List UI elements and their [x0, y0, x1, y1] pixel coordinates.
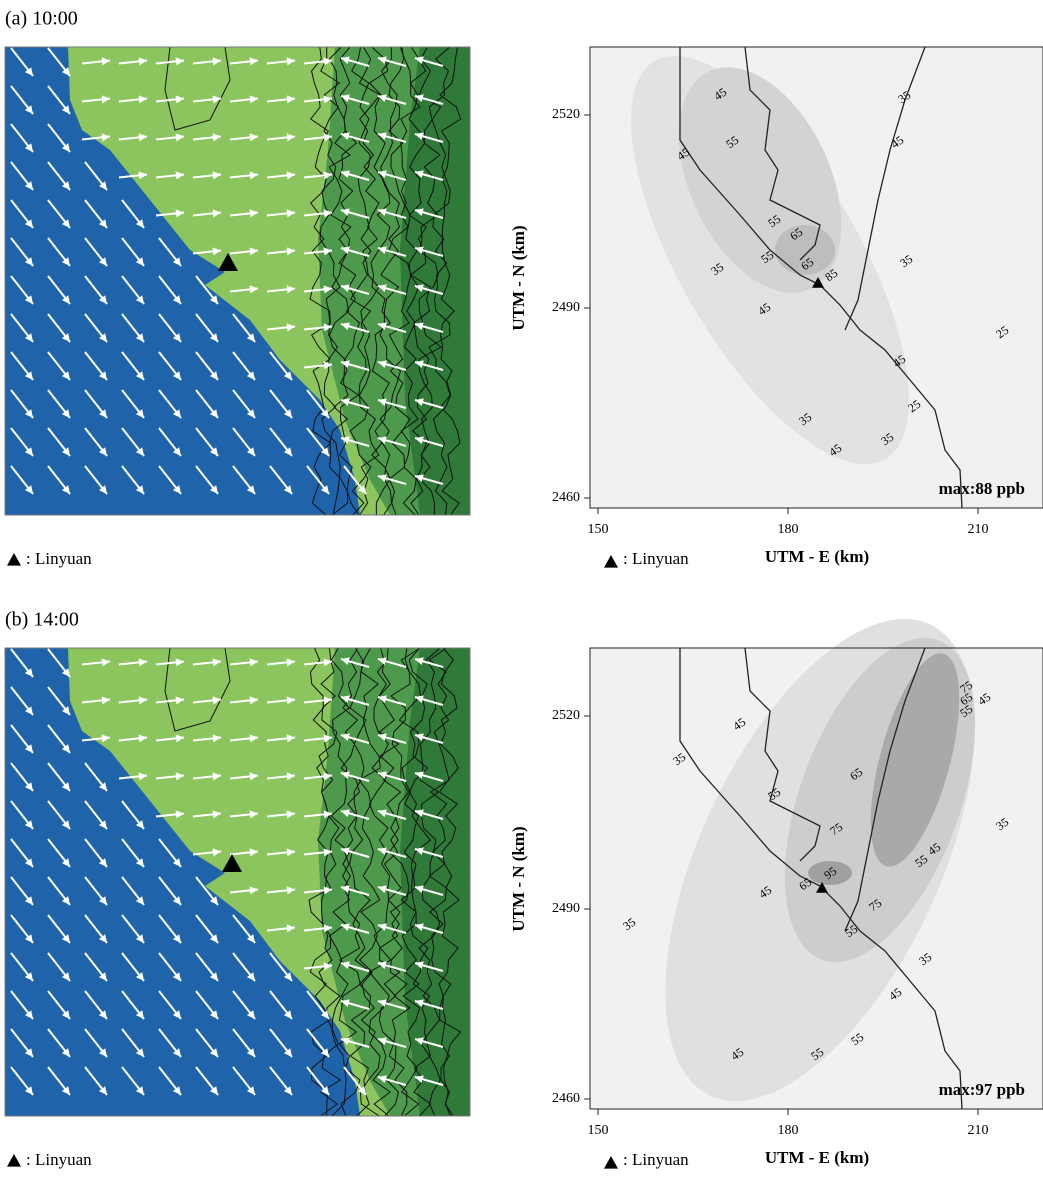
- x-tick-label: 210: [968, 1123, 989, 1138]
- x-tick-label: 150: [588, 1123, 609, 1138]
- y-tick-label: 2520: [552, 708, 580, 723]
- y-tick-label: 2460: [552, 490, 580, 505]
- y-tick-label: 2460: [552, 1091, 580, 1106]
- legend-marker: [7, 553, 21, 566]
- x-tick-label: 150: [588, 522, 609, 537]
- legend-marker: [7, 1154, 21, 1167]
- max-label: max:97 ppb: [939, 1080, 1025, 1099]
- legend-marker: [604, 555, 618, 568]
- panel-title: (b) 14:00: [5, 609, 79, 631]
- x-tick-label: 180: [778, 522, 799, 537]
- x-tick-label: 210: [968, 522, 989, 537]
- x-axis-label: UTM - E (km): [765, 547, 869, 566]
- y-tick-label: 2490: [552, 901, 580, 916]
- y-axis-label: UTM - N (km): [509, 225, 528, 330]
- legend-marker: [604, 1156, 618, 1169]
- page: (a) 10:00: Linyuan4535554545556535556585…: [0, 0, 1043, 1185]
- x-axis-label: UTM - E (km): [765, 1148, 869, 1167]
- max-label: max:88 ppb: [939, 479, 1025, 498]
- x-tick-label: 180: [778, 1123, 799, 1138]
- legend-text: : Linyuan: [26, 1150, 92, 1169]
- figure: (a) 10:00: Linyuan4535554545556535556585…: [0, 0, 1043, 1185]
- legend-text: : Linyuan: [623, 549, 689, 568]
- y-tick-label: 2490: [552, 300, 580, 315]
- panel-title: (a) 10:00: [5, 8, 78, 30]
- legend-text: : Linyuan: [26, 549, 92, 568]
- y-tick-label: 2520: [552, 107, 580, 122]
- y-axis-label: UTM - N (km): [509, 826, 528, 931]
- legend-text: : Linyuan: [623, 1150, 689, 1169]
